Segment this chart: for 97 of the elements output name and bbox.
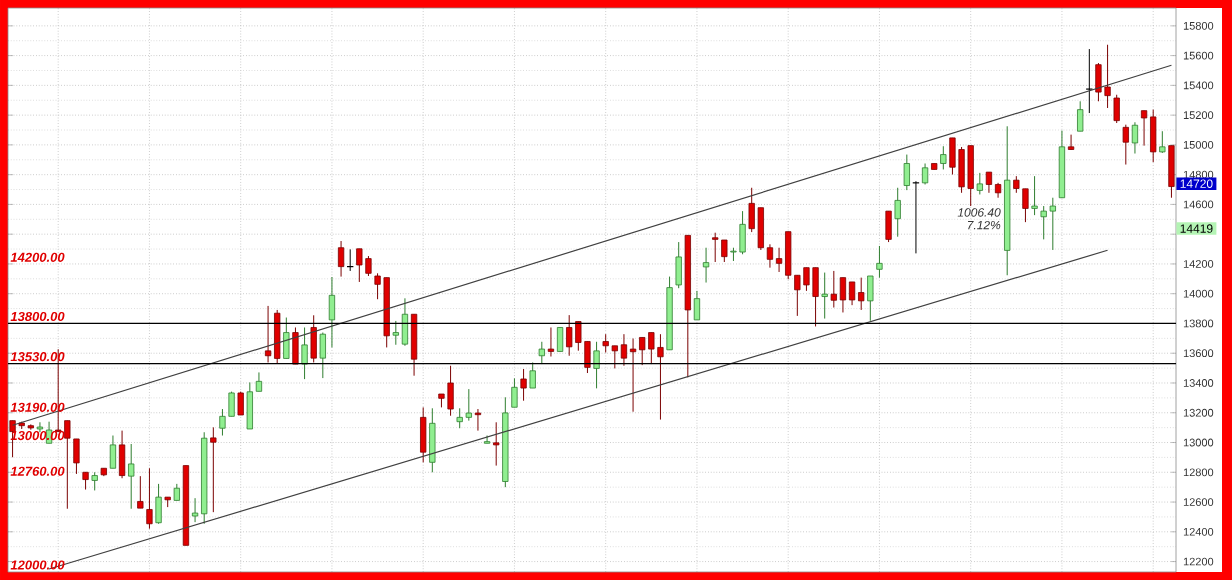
candlestick [365, 255, 372, 277]
candlestick [903, 154, 910, 191]
candlestick [894, 187, 901, 238]
candlestick [36, 421, 44, 433]
candlestick [1040, 205, 1047, 241]
candlestick [255, 372, 263, 392]
candlestick [712, 232, 719, 263]
candlestick [210, 426, 217, 513]
candlestick [128, 443, 135, 510]
annotation: 7.12% [967, 221, 1001, 230]
candlestick [1140, 110, 1148, 147]
candlestick [921, 163, 929, 186]
candlestick [976, 172, 983, 196]
candlestick [520, 368, 527, 402]
candlestick [1104, 44, 1111, 109]
candlestick [766, 243, 774, 269]
candlestick [821, 272, 828, 320]
candlestick [830, 270, 837, 309]
candlestick [219, 408, 226, 437]
candlestick [1122, 124, 1129, 166]
candlestick [547, 327, 555, 358]
candlestick [1067, 134, 1075, 151]
candlestick [657, 333, 664, 421]
annotation: 14200.00 [10, 252, 65, 263]
y-tick-label: 13600 [1183, 349, 1214, 358]
candlestick [839, 277, 847, 314]
y-tick-label: 12800 [1183, 468, 1214, 477]
candlestick [228, 391, 235, 417]
candlestick [301, 327, 308, 380]
candlestick [1113, 94, 1120, 124]
candlestick [264, 305, 272, 364]
y-tick-label: 13800 [1183, 319, 1214, 328]
y-tick-label: 14000 [1183, 289, 1214, 298]
candlestick [639, 337, 646, 366]
candlestick [556, 327, 564, 353]
y-tick-label: 14200 [1183, 260, 1214, 268]
candlestick [64, 420, 71, 510]
candlestick [1077, 100, 1084, 132]
annotation: 1006.40 [957, 208, 1001, 217]
candlestick [848, 281, 856, 306]
y-tick-label: 14600 [1183, 200, 1214, 209]
candlestick [191, 497, 199, 523]
candlestick [493, 421, 500, 467]
y-tick-label: 13400 [1183, 379, 1214, 388]
candlestick [356, 248, 363, 283]
text: 14419 [1180, 224, 1213, 233]
ref-line-label: 13800.00 [10, 312, 65, 322]
candlestick [337, 240, 345, 278]
candlestick [602, 333, 609, 354]
y-tick-label: 15400 [1183, 81, 1214, 90]
candlestick [575, 321, 582, 352]
candlestick [374, 272, 381, 300]
y-tick-label: 12600 [1183, 498, 1214, 507]
candlestick [529, 362, 536, 389]
candlestick [319, 332, 326, 379]
candlestick [985, 171, 993, 194]
candlestick [876, 245, 883, 279]
candlestick [474, 408, 482, 432]
candlestick [137, 475, 144, 509]
candlestick [593, 341, 600, 389]
candlestick [648, 332, 655, 365]
candlestick [693, 290, 701, 321]
y-tick-label: 15200 [1183, 111, 1214, 120]
candlestick [1049, 197, 1056, 251]
y-tick-label: 15600 [1183, 51, 1214, 60]
y-tick-label: 13200 [1183, 409, 1214, 417]
candlestick [1022, 188, 1029, 223]
candlestick [1031, 175, 1038, 216]
candlestick [629, 338, 637, 413]
candlestick [109, 435, 117, 469]
candlestick [146, 467, 153, 530]
candlestick [465, 388, 472, 422]
candlestick [511, 378, 518, 408]
candlestick [1131, 121, 1139, 155]
y-tick-label: 15800 [1183, 22, 1214, 30]
candlestick [611, 345, 618, 370]
candlestick [392, 320, 399, 346]
candlestick [702, 247, 710, 284]
annotation: 12760.00 [10, 466, 65, 476]
candlestick [566, 314, 573, 357]
candlestick [721, 239, 728, 263]
y-tick-label: 13000 [1183, 438, 1214, 447]
annotation: 12000.00 [10, 560, 65, 570]
candlestick [858, 277, 865, 311]
candlestick [940, 145, 947, 171]
y-tick-label: 12200 [1183, 557, 1214, 566]
candlestick [73, 438, 80, 475]
candlestick [91, 471, 98, 492]
candlestick [538, 341, 545, 365]
candlestick [620, 333, 628, 367]
y-tick-label: 15000 [1183, 141, 1214, 149]
candlestick [794, 274, 801, 317]
candlestick [803, 267, 810, 292]
candlestick [775, 247, 783, 273]
y-tick-label: 12400 [1183, 528, 1214, 536]
candlestick [456, 407, 463, 429]
candlestick [1085, 48, 1094, 114]
